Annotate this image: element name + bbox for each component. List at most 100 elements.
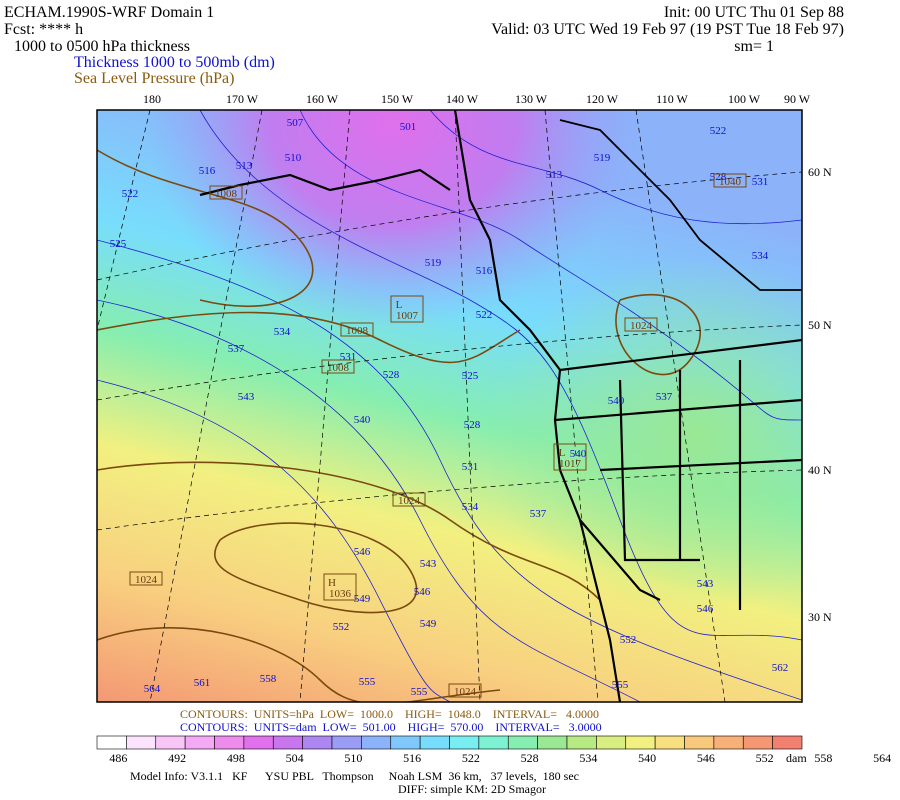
thickness-label: 516 <box>476 265 493 277</box>
colorbar-label: 558 <box>814 751 832 765</box>
colorbar-label: 564 <box>873 751 891 765</box>
colorbar-swatch <box>566 735 597 750</box>
thickness-label: 558 <box>260 673 277 685</box>
init-time: Init: 00 UTC Thu 01 Sep 88 <box>664 4 844 21</box>
colorbar-swatch <box>449 735 480 750</box>
legend-pressure: Sea Level Pressure (hPa) <box>74 70 234 87</box>
contour-info-pressure: CONTOURS: UNITS=hPa LOW= 1000.0 HIGH= 10… <box>180 707 599 721</box>
latitude-label: 50 N <box>808 318 832 332</box>
colorbar-swatch <box>654 735 685 750</box>
colorbar-label: 540 <box>638 751 656 765</box>
colorbar-swatch <box>272 735 303 750</box>
pressure-center-value: 1036 <box>329 588 352 600</box>
smoothing: sm= 1 <box>734 38 774 55</box>
colorbar-label: 510 <box>344 751 362 765</box>
thickness-label: 525 <box>462 370 479 382</box>
colorbar-swatch <box>361 735 392 750</box>
thickness-label: 513 <box>236 160 253 172</box>
colorbar-swatch <box>507 735 538 750</box>
colorbar-swatch <box>331 735 362 750</box>
thickness-label: 513 <box>546 169 563 181</box>
pressure-label: 1024 <box>398 495 421 507</box>
thickness-label: 540 <box>608 395 625 407</box>
map-area <box>97 110 802 702</box>
thickness-label: 562 <box>772 662 789 674</box>
pressure-label-box <box>392 492 426 507</box>
thickness-label: 516 <box>199 165 216 177</box>
thickness-label: 537 <box>228 343 245 355</box>
pressure-label: 1040 <box>719 176 742 188</box>
pressure-center-value: 1007 <box>396 310 419 322</box>
thickness-label: 552 <box>620 634 637 646</box>
colorbar-label: 516 <box>403 751 421 765</box>
longitude-label: 180 <box>143 92 161 106</box>
colorbar-swatch <box>742 735 773 750</box>
longitude-label: 100 W <box>728 92 761 106</box>
thickness-label: 522 <box>476 309 493 321</box>
thickness-label: 543 <box>420 558 437 570</box>
thickness-label: 510 <box>285 152 302 164</box>
thickness-label: 528 <box>383 369 400 381</box>
colorbar-label: 546 <box>697 751 715 765</box>
pressure-center-value: 1017 <box>559 458 582 470</box>
thickness-label: 564 <box>144 683 161 695</box>
thickness-label: 546 <box>354 546 371 558</box>
thickness-label: 549 <box>354 593 371 605</box>
pressure-label-box <box>713 173 747 188</box>
colorbar-swatch <box>155 735 186 750</box>
thickness-label: 534 <box>462 501 479 513</box>
thickness-label: 534 <box>274 326 291 338</box>
colorbar-swatch <box>772 735 803 750</box>
colorbar-swatch <box>596 735 627 750</box>
colorbar-swatch <box>390 735 421 750</box>
colorbar-swatch <box>625 735 656 750</box>
thickness-label: 540 <box>354 414 371 426</box>
pressure-center-box <box>323 573 357 601</box>
thickness-label: 561 <box>194 677 211 689</box>
colorbar-swatch <box>478 735 509 750</box>
thickness-label: 537 <box>656 391 673 403</box>
colorbar-swatch <box>214 735 245 750</box>
longitude-label: 150 W <box>381 92 414 106</box>
colorbar-label: 498 <box>227 751 245 765</box>
map-frame <box>96 109 803 703</box>
thickness-label: 522 <box>710 125 727 137</box>
thickness-label: 519 <box>425 257 442 269</box>
model-title: ECHAM.1990S-WRF Domain 1 <box>4 4 214 21</box>
thickness-label: 552 <box>333 621 350 633</box>
longitude-label: 90 W <box>784 92 811 106</box>
longitude-label: 130 W <box>515 92 548 106</box>
contour-info-thickness: CONTOURS: UNITS=dam LOW= 501.00 HIGH= 57… <box>180 720 602 734</box>
thickness-label: 543 <box>697 578 714 590</box>
thickness-label: 549 <box>420 618 437 630</box>
model-info: Model Info: V3.1.1 KF YSU PBL Thompson N… <box>130 769 579 783</box>
pressure-label-box <box>448 683 482 698</box>
thickness-label: 543 <box>238 391 255 403</box>
diff-info: DIFF: simple KM: 2D Smagor <box>398 782 546 796</box>
thickness-label: 531 <box>462 461 479 473</box>
colorbar-swatch <box>96 735 127 750</box>
latitude-label: 60 N <box>808 165 832 179</box>
pressure-label: 1008 <box>346 325 369 337</box>
pressure-label: 1024 <box>454 686 477 698</box>
longitude-label: 140 W <box>446 92 479 106</box>
thickness-label: 525 <box>110 238 127 250</box>
legend-thickness: Thickness 1000 to 500mb (dm) <box>74 54 275 71</box>
colorbar-swatch <box>302 735 333 750</box>
thickness-label: 507 <box>287 117 304 129</box>
longitude-label: 110 W <box>656 92 688 106</box>
thickness-label: 555 <box>359 676 376 688</box>
colorbar-label: 486 <box>109 751 127 765</box>
colorbar-label: 528 <box>521 751 539 765</box>
colorbar-unit: dam <box>786 751 807 765</box>
latitude-label: 40 N <box>808 463 832 477</box>
pressure-label-box <box>340 322 374 337</box>
longitude-label: 160 W <box>306 92 339 106</box>
thickness-label: 528 <box>464 419 481 431</box>
pressure-label-box <box>209 185 243 200</box>
thickness-label: 501 <box>400 121 417 133</box>
colorbar-swatch <box>419 735 450 750</box>
pressure-center-box <box>553 443 587 471</box>
pressure-label: 1008 <box>215 188 238 200</box>
